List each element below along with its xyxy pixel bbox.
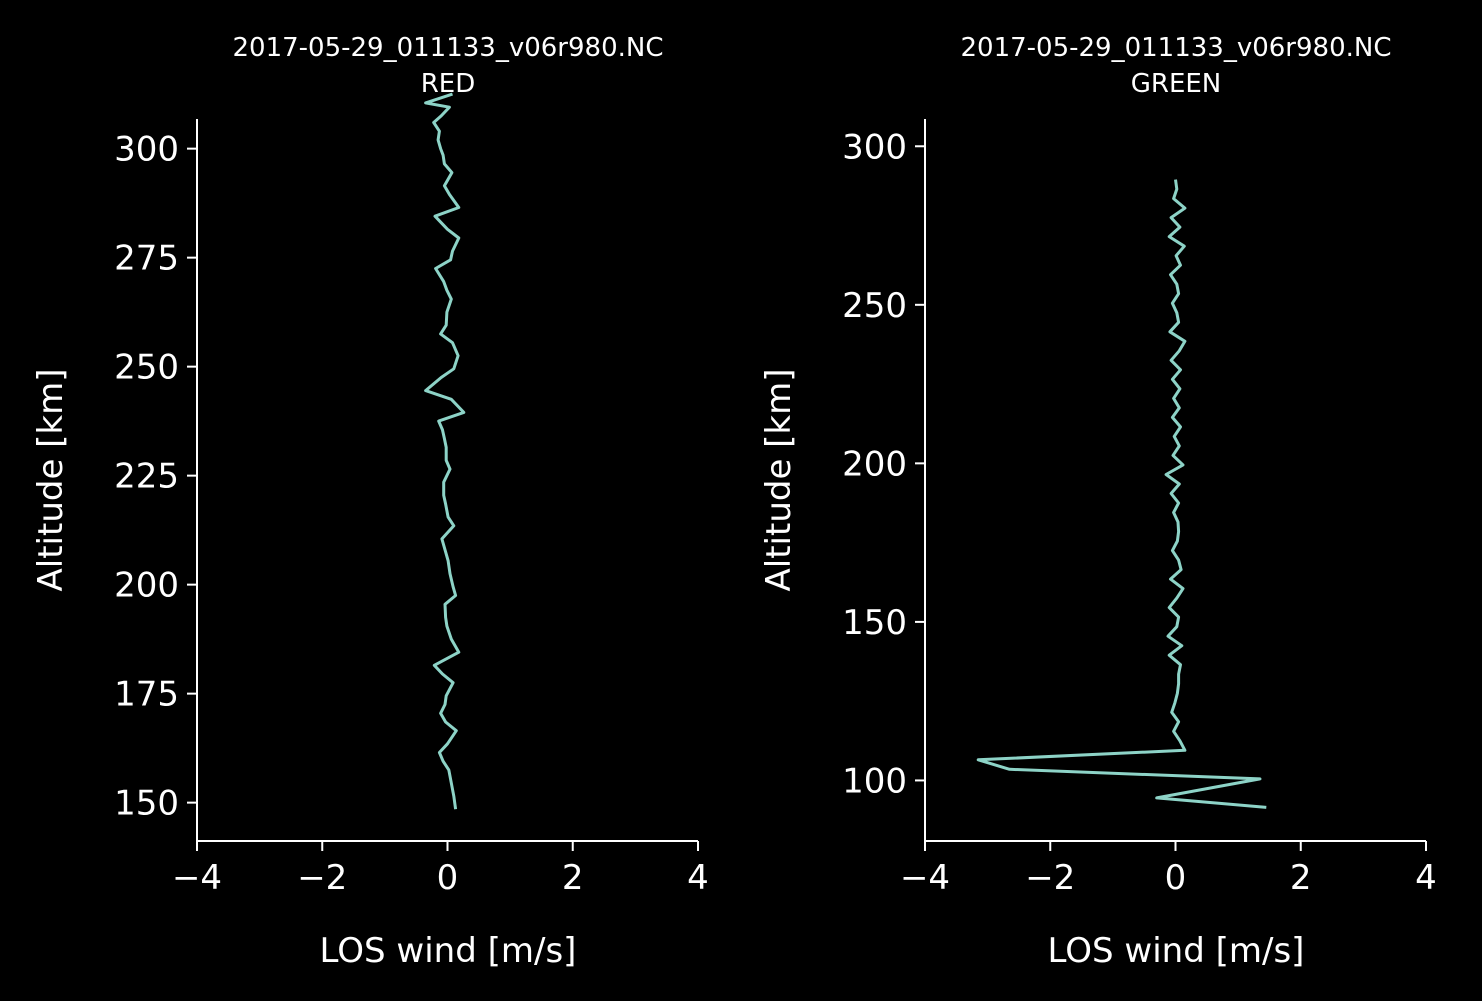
chart-title: 2017-05-29_011133_v06r980.NC [960, 33, 1391, 63]
y-tick-label: 100 [842, 761, 907, 801]
series-line-green [976, 179, 1267, 809]
x-tick-label: −4 [900, 858, 950, 898]
y-tick-label: 300 [842, 127, 907, 167]
y-tick-label: 200 [114, 566, 179, 606]
y-tick-label: 300 [114, 130, 179, 170]
y-tick-label: 250 [842, 286, 907, 326]
x-tick-label: 2 [562, 858, 584, 898]
y-axis-label: Altitude [km] [759, 368, 799, 591]
x-tick-label: 0 [1165, 858, 1187, 898]
x-axis-label: LOS wind [m/s] [1048, 931, 1305, 971]
chart-panel-red: 2017-05-29_011133_v06r980.NC RED 1501752… [31, 33, 709, 971]
x-tick-label: 2 [1290, 858, 1312, 898]
x-axis-ticks: −4 −2 0 2 4 [900, 841, 1437, 898]
x-tick-label: −2 [1025, 858, 1075, 898]
x-axis-ticks: −4 −2 0 2 4 [172, 841, 709, 898]
chart-subtitle: GREEN [1131, 69, 1222, 99]
x-tick-label: 0 [437, 858, 459, 898]
chart-title: 2017-05-29_011133_v06r980.NC [232, 33, 663, 63]
x-axis-label: LOS wind [m/s] [320, 931, 577, 971]
y-tick-label: 225 [114, 457, 179, 497]
x-tick-label: −2 [297, 858, 347, 898]
x-tick-label: 4 [687, 858, 709, 898]
x-tick-label: 4 [1415, 858, 1437, 898]
y-tick-label: 200 [842, 444, 907, 484]
y-tick-label: 250 [114, 348, 179, 388]
y-axis-label: Altitude [km] [31, 368, 71, 591]
chart-panel-green: 2017-05-29_011133_v06r980.NC GREEN 100 15… [759, 33, 1437, 971]
y-axis-ticks: 100 150 200 250 300 [842, 127, 925, 801]
x-tick-label: −4 [172, 858, 222, 898]
y-axis-ticks: 150 175 200 225 250 275 300 [114, 130, 197, 824]
y-tick-label: 275 [114, 239, 179, 279]
series-line-red [424, 92, 466, 810]
y-tick-label: 150 [114, 784, 179, 824]
y-tick-label: 150 [842, 603, 907, 643]
y-tick-label: 175 [114, 675, 179, 715]
